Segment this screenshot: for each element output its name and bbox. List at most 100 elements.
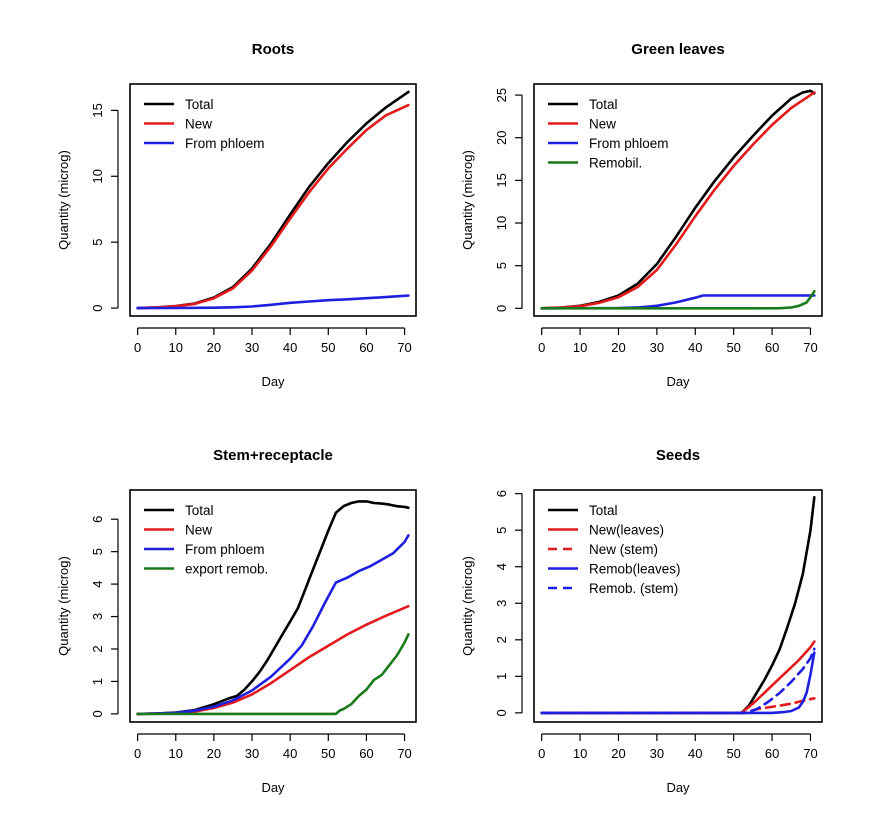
series-line-export-remob- (136, 633, 410, 716)
x-tick-label: 60 (765, 746, 779, 761)
series-line-from-phloem (136, 294, 410, 310)
x-tick-label: 0 (134, 340, 141, 355)
series-line-total (136, 90, 410, 310)
x-tick-label: 10 (169, 746, 183, 761)
x-tick-label: 50 (726, 746, 740, 761)
x-tick-label: 10 (573, 340, 587, 355)
panel-4: Seeds 0 10 20 30 40 50 60 70 Day 0 1 2 3 4 5 6 Quantity (… (460, 447, 823, 795)
legend-label: New (185, 117, 212, 132)
legend-label: From phloem (185, 542, 265, 557)
x-tick-label: 60 (765, 340, 779, 355)
x-tick-label: 20 (207, 340, 221, 355)
x-tick-label: 0 (538, 746, 545, 761)
panel-title: Seeds (656, 447, 700, 464)
y-tick-label: 20 (494, 131, 509, 145)
series-line-remob-stem- (540, 647, 816, 715)
series-line-new (136, 604, 410, 716)
panel-title: Green leaves (631, 41, 724, 58)
panel-3: Stem+receptacle 0 10 20 30 40 50 60 70 Day 0 1 2 3 4 5 6… (56, 447, 417, 795)
y-tick-label: 25 (494, 88, 509, 102)
x-axis-label: Day (261, 374, 285, 389)
x-tick-label: 50 (726, 340, 740, 355)
y-tick-label: 0 (90, 710, 105, 717)
plot-frame (129, 489, 417, 723)
y-tick-label: 0 (494, 709, 509, 716)
legend-label: Total (185, 503, 214, 518)
y-tick-label: 6 (90, 516, 105, 523)
x-tick-label: 40 (283, 340, 297, 355)
x-tick-label: 30 (245, 746, 259, 761)
plot-frame (129, 83, 417, 317)
x-tick-label: 20 (611, 340, 625, 355)
x-axis-label: Day (666, 780, 690, 795)
y-tick-label: 5 (494, 262, 509, 269)
legend-label: Remob(leaves) (589, 562, 681, 577)
x-tick-label: 30 (245, 340, 259, 355)
x-tick-label: 0 (538, 340, 545, 355)
x-tick-label: 0 (134, 746, 141, 761)
series-line-new-stem- (540, 696, 816, 715)
y-tick-label: 0 (90, 304, 105, 311)
y-tick-label: 6 (494, 490, 509, 497)
legend-label: From phloem (185, 136, 265, 151)
panel-title: Stem+receptacle (213, 447, 333, 464)
x-tick-label: 60 (359, 746, 373, 761)
x-tick-label: 40 (283, 746, 297, 761)
x-tick-label: 20 (207, 746, 221, 761)
series-line-new (136, 103, 410, 310)
legend-label: export remob. (185, 562, 268, 577)
series-line-new (540, 91, 816, 310)
y-axis-label: Quantity (microg) (56, 556, 71, 656)
y-axis-label: Quantity (microg) (460, 556, 475, 656)
series-line-remobil- (540, 289, 816, 310)
x-axis-label: Day (261, 780, 285, 795)
plot-frame (533, 83, 823, 317)
x-tick-label: 30 (650, 746, 664, 761)
y-tick-label: 4 (494, 563, 509, 570)
y-tick-label: 5 (90, 239, 105, 246)
y-tick-label: 0 (494, 305, 509, 312)
y-tick-label: 2 (494, 636, 509, 643)
legend-label: New (589, 117, 616, 132)
y-tick-label: 1 (494, 673, 509, 680)
y-tick-label: 3 (90, 613, 105, 620)
legend: Total New From phloem (144, 97, 265, 151)
legend-label: Total (589, 97, 618, 112)
panel-2: Green leaves 0 10 20 30 40 50 60 70 Day 0 5 10 15 20 25… (460, 41, 823, 389)
y-tick-label: 10 (494, 216, 509, 230)
series-line-total (136, 500, 410, 716)
legend: Total New From phloem Remobil. (548, 97, 669, 171)
y-axis-label: Quantity (microg) (56, 150, 71, 250)
plot-frame (533, 489, 823, 723)
x-tick-label: 50 (321, 746, 335, 761)
legend-label: Remobil. (589, 156, 642, 171)
legend: Total New From phloem export remob. (144, 503, 268, 577)
x-tick-label: 50 (321, 340, 335, 355)
series-line-remob-leaves- (540, 651, 816, 715)
y-tick-label: 4 (90, 580, 105, 587)
x-tick-label: 40 (688, 340, 702, 355)
panel-1: Roots 0 10 20 30 40 50 60 70 Day 0 5 10 15 Quantity (m… (56, 41, 417, 389)
series-line-new-leaves- (540, 640, 816, 715)
legend-label: New (185, 523, 212, 538)
series-line-from-phloem (136, 534, 410, 716)
x-tick-label: 70 (397, 746, 411, 761)
y-tick-label: 5 (494, 527, 509, 534)
y-tick-label: 2 (90, 645, 105, 652)
x-tick-label: 20 (611, 746, 625, 761)
x-tick-label: 10 (573, 746, 587, 761)
panel-title: Roots (252, 41, 295, 58)
y-tick-label: 15 (90, 103, 105, 117)
y-tick-label: 3 (494, 600, 509, 607)
legend-label: Total (185, 97, 214, 112)
legend: Total New(leaves) New (stem) Remob(leaves) R… (548, 503, 681, 596)
series-line-total (540, 495, 816, 715)
legend-label: Total (589, 503, 618, 518)
legend-label: New(leaves) (589, 523, 664, 538)
x-tick-label: 40 (688, 746, 702, 761)
x-axis-label: Day (666, 374, 690, 389)
x-tick-label: 10 (169, 340, 183, 355)
legend-label: New (stem) (589, 542, 658, 557)
y-tick-label: 15 (494, 173, 509, 187)
